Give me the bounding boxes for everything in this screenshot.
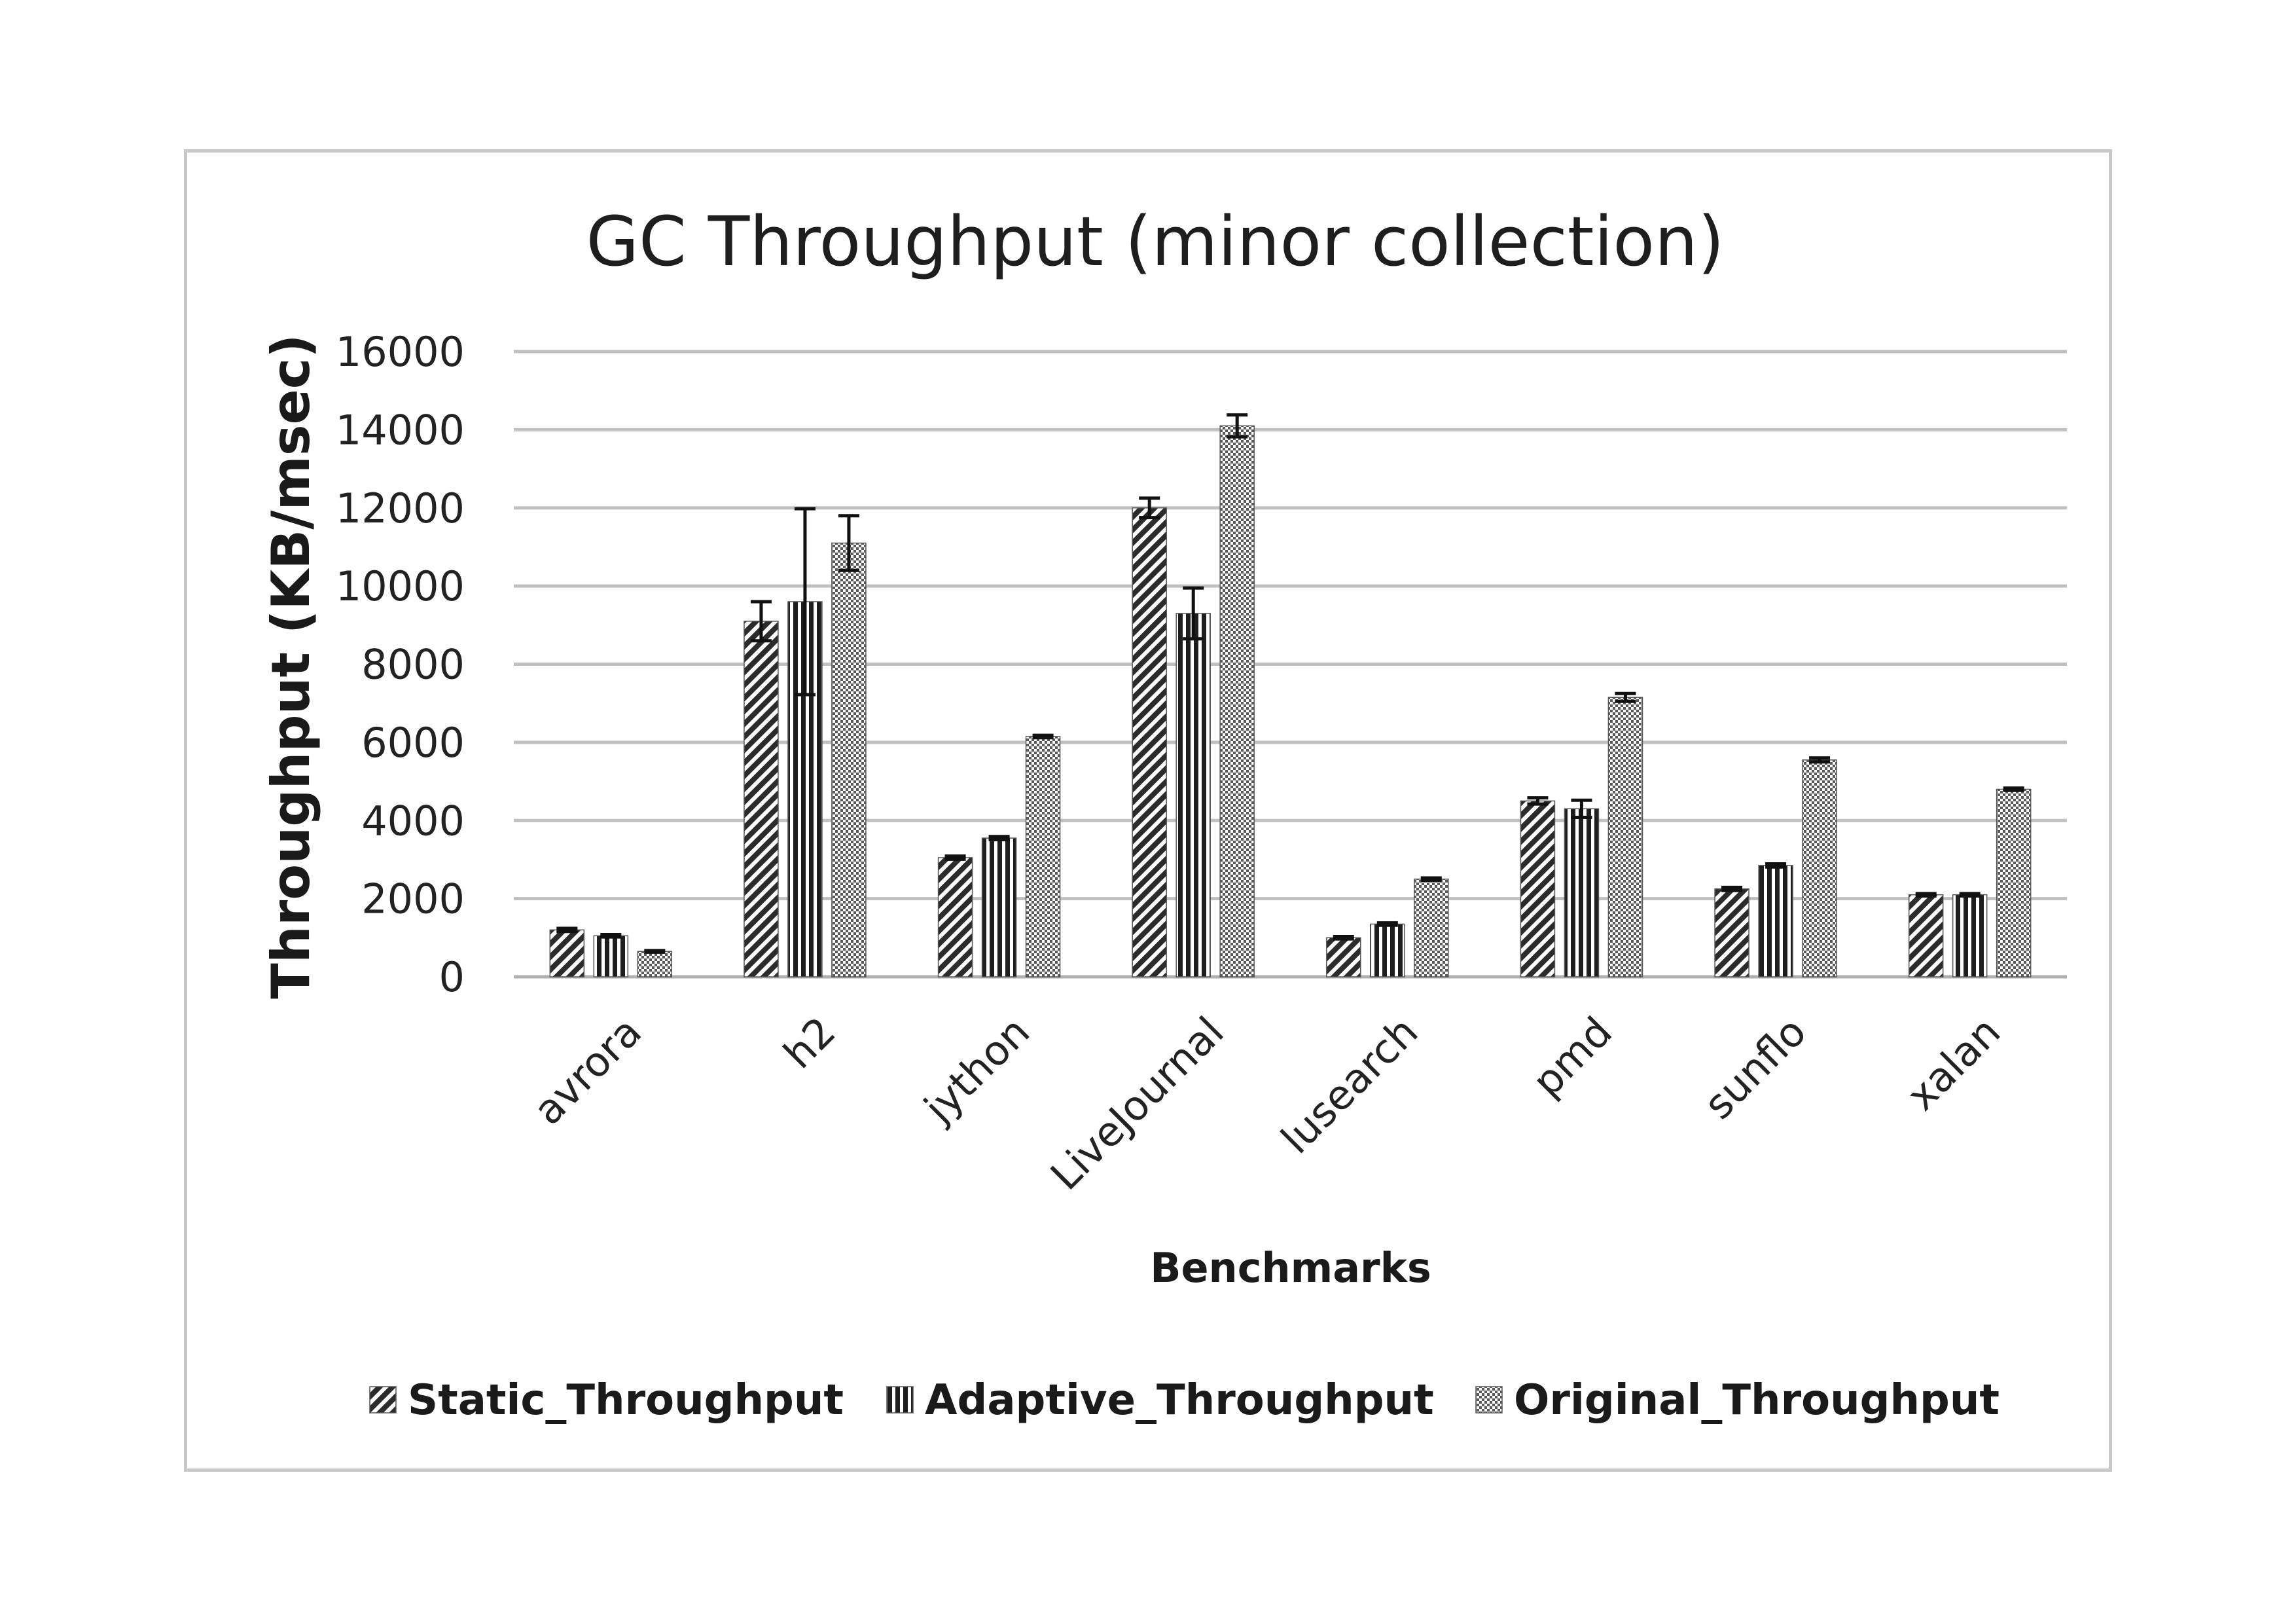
bar-pmd-Adaptive_Throughput	[1564, 808, 1600, 977]
legend-item-Adaptive_Throughput: Adaptive_Throughput	[886, 1376, 1434, 1425]
legend-label-Original_Throughput: Original_Throughput	[1514, 1376, 2000, 1425]
bar-jython-Adaptive_Throughput	[981, 837, 1017, 977]
error-bar-xalan-Static_Throughput	[1915, 892, 1937, 898]
error-bar-pmd-Static_Throughput	[1527, 796, 1549, 806]
error-bar-sunflo-Static_Throughput	[1721, 885, 1743, 892]
x-tick-xalan: xalan	[1897, 1008, 2009, 1120]
y-tick-16000: 16000	[336, 328, 465, 376]
bar-sunflo-Original_Throughput	[1802, 759, 1837, 977]
y-tick-8000: 8000	[361, 641, 465, 689]
bars	[549, 425, 2032, 977]
bar-xalan-Original_Throughput	[1996, 788, 2032, 977]
x-tick-h2: h2	[774, 1008, 844, 1078]
legend-label-Adaptive_Throughput: Adaptive_Throughput	[925, 1376, 1434, 1425]
x-tick-labels: avrora h2 jython LiveJournal lusearch pmd sunf…	[524, 1008, 2010, 1199]
error-bar-lusearch-Static_Throughput	[1333, 935, 1354, 941]
x-tick-lusearch: lusearch	[1272, 1008, 1427, 1163]
bar-LiveJournal-Original_Throughput	[1219, 425, 1255, 977]
x-tick-sunflo: sunflo	[1695, 1008, 1815, 1128]
legend-swatch-Adaptive_Throughput	[886, 1386, 914, 1413]
x-axis-label: Benchmarks	[1150, 1244, 1431, 1292]
bar-h2-Original_Throughput	[831, 542, 867, 977]
error-bar-jython-Original_Throughput	[1032, 733, 1054, 740]
bar-h2-Static_Throughput	[744, 621, 779, 977]
y-tick-12000: 12000	[336, 484, 465, 532]
legend-item-Original_Throughput: Original_Throughput	[1475, 1376, 2000, 1425]
x-tick-jython: jython	[914, 1008, 1039, 1133]
y-tick-2000: 2000	[361, 875, 465, 923]
bar-jython-Static_Throughput	[937, 857, 973, 977]
y-tick-14000: 14000	[336, 406, 465, 454]
error-bar-LiveJournal-Static_Throughput	[1139, 496, 1160, 520]
bar-jython-Original_Throughput	[1025, 736, 1061, 977]
error-bar-lusearch-Adaptive_Throughput	[1376, 921, 1398, 927]
y-tick-0: 0	[439, 953, 465, 1001]
error-bars	[556, 413, 2024, 954]
bar-lusearch-Adaptive_Throughput	[1370, 923, 1405, 977]
bar-lusearch-Static_Throughput	[1326, 937, 1361, 977]
bar-pmd-Original_Throughput	[1607, 697, 1643, 977]
bar-LiveJournal-Adaptive_Throughput	[1175, 613, 1211, 977]
bar-xalan-Static_Throughput	[1908, 894, 1944, 977]
x-tick-LiveJournal: LiveJournal	[1041, 1008, 1233, 1199]
y-tick-6000: 6000	[361, 719, 465, 767]
error-bar-h2-Static_Throughput	[750, 600, 772, 643]
legend: Static_Throughput Adaptive_Throughput Orig…	[369, 1376, 2000, 1425]
error-bar-xalan-Adaptive_Throughput	[1959, 892, 1981, 898]
bar-LiveJournal-Static_Throughput	[1132, 507, 1167, 977]
error-bar-sunflo-Adaptive_Throughput	[1765, 862, 1787, 869]
error-bar-LiveJournal-Original_Throughput	[1227, 413, 1248, 439]
error-bar-pmd-Original_Throughput	[1615, 691, 1636, 703]
chart-title: GC Throughput (minor collection)	[586, 202, 1724, 282]
x-tick-pmd: pmd	[1523, 1008, 1621, 1106]
error-bar-jython-Adaptive_Throughput	[988, 835, 1010, 841]
error-bar-avrora-Original_Throughput	[644, 949, 666, 954]
bar-sunflo-Static_Throughput	[1714, 888, 1749, 977]
error-bar-h2-Adaptive_Throughput	[794, 507, 816, 697]
error-bar-avrora-Static_Throughput	[556, 926, 578, 934]
legend-item-Static_Throughput: Static_Throughput	[369, 1376, 844, 1425]
y-tick-labels: 0 2000 4000 6000 8000 10000 12000 14000 16000	[336, 328, 465, 1001]
bar-lusearch-Original_Throughput	[1414, 879, 1449, 977]
error-bar-lusearch-Original_Throughput	[1420, 876, 1442, 883]
error-bar-sunflo-Original_Throughput	[1809, 756, 1831, 764]
x-tick-avrora: avrora	[524, 1008, 651, 1134]
legend-swatch-Original_Throughput	[1475, 1386, 1503, 1413]
error-bar-avrora-Adaptive_Throughput	[600, 933, 622, 939]
error-bar-jython-Static_Throughput	[944, 854, 966, 861]
bar-avrora-Original_Throughput	[637, 951, 673, 977]
y-tick-4000: 4000	[361, 797, 465, 845]
legend-label-Static_Throughput: Static_Throughput	[408, 1376, 844, 1425]
bar-avrora-Adaptive_Throughput	[593, 935, 629, 977]
y-axis-label: Throughput (KB/msec)	[260, 334, 321, 998]
y-tick-10000: 10000	[336, 562, 465, 610]
error-bar-LiveJournal-Adaptive_Throughput	[1183, 586, 1204, 641]
bar-xalan-Adaptive_Throughput	[1952, 894, 1988, 977]
error-bar-pmd-Adaptive_Throughput	[1571, 798, 1592, 819]
error-bar-xalan-Original_Throughput	[2003, 786, 2024, 792]
bar-pmd-Static_Throughput	[1520, 800, 1556, 977]
legend-swatch-Static_Throughput	[369, 1386, 397, 1413]
bar-sunflo-Adaptive_Throughput	[1758, 865, 1793, 977]
bar-avrora-Static_Throughput	[549, 929, 585, 977]
error-bar-h2-Original_Throughput	[838, 514, 859, 572]
